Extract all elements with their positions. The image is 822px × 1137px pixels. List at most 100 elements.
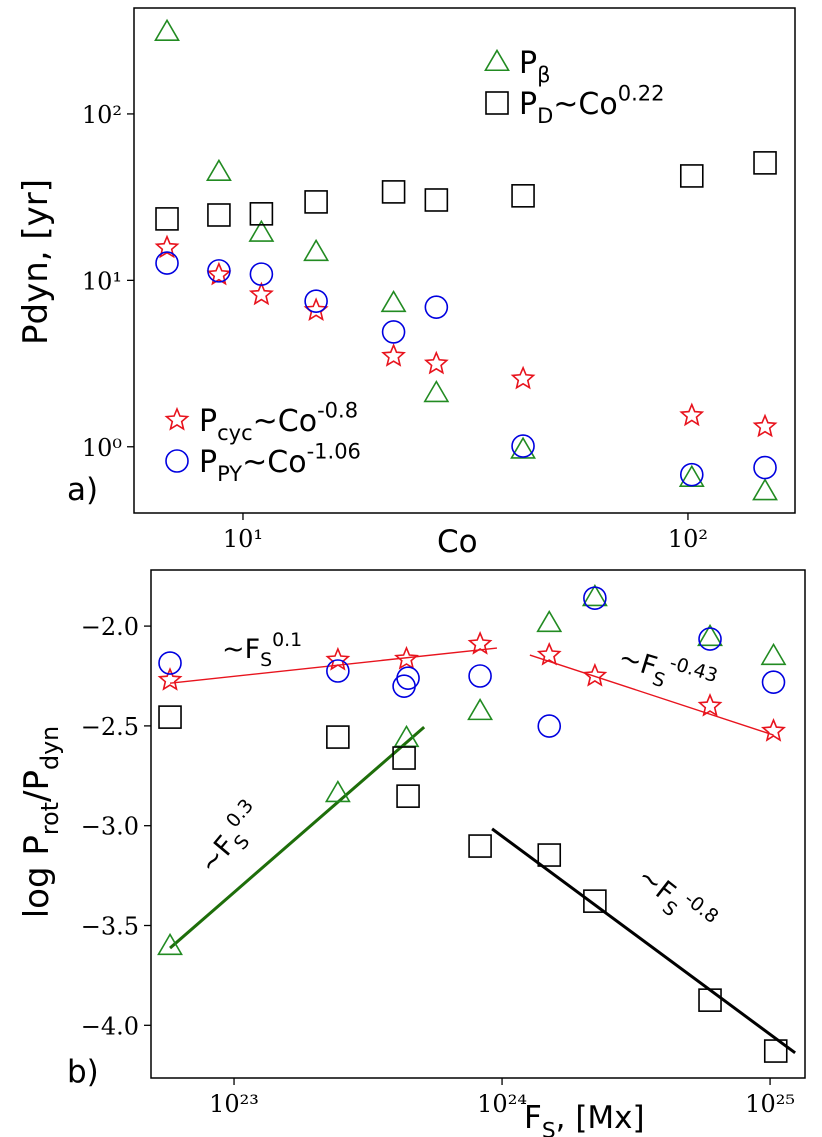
legend-label: Pcyc~Co-0.8 <box>199 399 358 446</box>
x-axis-label-part: , [Mx] <box>556 1100 645 1136</box>
marker-circle <box>468 664 492 688</box>
y-axis-label-part: dyn <box>36 726 64 770</box>
legend-label-part: D <box>537 104 553 128</box>
x-axis-label-part: F <box>524 1100 542 1136</box>
y-axis-label-part: /P <box>17 770 57 802</box>
marker-circle <box>165 449 189 473</box>
marker-triangle <box>484 48 510 72</box>
x-axis-label-part: Co <box>437 524 478 560</box>
marker-triangle <box>303 238 330 262</box>
marker-circle <box>424 295 449 319</box>
legend-label-part: 0.22 <box>618 82 665 106</box>
marker-triangle <box>510 436 536 459</box>
marker-circle <box>679 462 704 487</box>
y-tick-label: 10² <box>82 101 122 129</box>
marker-star <box>679 402 705 427</box>
x-tick-label: 10² <box>668 525 708 553</box>
marker-triangle <box>157 932 183 956</box>
marker-triangle <box>248 219 275 242</box>
marker-square <box>763 1039 788 1063</box>
marker-square <box>304 190 328 214</box>
marker-circle <box>753 455 777 480</box>
legend-label-part: -1.06 <box>307 440 361 464</box>
marker-square <box>207 203 231 227</box>
marker-square <box>392 746 416 770</box>
legend-label: PD~Co0.22 <box>519 82 664 129</box>
y-axis-label-part: log P <box>17 835 57 918</box>
marker-triangle <box>536 609 563 633</box>
marker-star <box>760 718 787 742</box>
marker-star <box>154 234 180 259</box>
marker-triangle <box>423 380 450 403</box>
fit-label: ~FS0.1 <box>222 629 302 671</box>
marker-square <box>326 725 350 749</box>
fit-label-part: -0.8 <box>680 888 723 928</box>
fit-label-part: 0.3 <box>222 795 258 832</box>
x-axis-label: Co <box>437 524 478 560</box>
legend-label-part: -0.8 <box>317 399 358 423</box>
marker-star <box>164 406 190 431</box>
y-tick-label: 10⁰ <box>82 434 122 462</box>
marker-circle <box>207 259 231 283</box>
marker-circle <box>381 320 406 344</box>
fit-line <box>169 647 498 684</box>
x-axis-label: FS, [Mx] <box>524 1100 645 1137</box>
plot-frame <box>150 569 806 1079</box>
y-axis-label-part: rot <box>36 802 64 835</box>
fit-label-part: -0.43 <box>667 652 720 687</box>
marker-circle <box>583 586 607 610</box>
marker-square <box>155 207 179 231</box>
fit-line <box>529 654 774 736</box>
marker-triangle <box>752 478 778 501</box>
marker-circle <box>158 651 182 675</box>
marker-star <box>536 641 562 666</box>
marker-triangle <box>581 584 608 607</box>
legend-label-part: P <box>199 404 217 439</box>
marker-circle <box>396 666 420 690</box>
marker-star <box>206 261 232 286</box>
legend-label-part: ~Co <box>553 87 617 122</box>
y-tick-label: 10¹ <box>82 267 122 295</box>
marker-star <box>394 645 419 670</box>
fit-label-part: ~F <box>222 634 260 665</box>
marker-square <box>381 180 406 204</box>
marker-square <box>679 164 704 188</box>
marker-square <box>396 784 420 808</box>
marker-square <box>424 188 449 212</box>
fit-line <box>169 725 426 950</box>
x-tick-label: 10²⁴ <box>477 1090 527 1118</box>
marker-circle <box>326 659 350 683</box>
plot-frame <box>133 7 796 514</box>
marker-star <box>510 365 536 390</box>
marker-square <box>511 184 535 208</box>
marker-star <box>157 667 183 691</box>
legend-label-part: PY <box>217 462 242 486</box>
legend-label-part: P <box>519 87 537 122</box>
marker-star <box>697 693 723 717</box>
x-axis-label-part: S <box>542 1118 556 1137</box>
marker-square <box>249 202 274 226</box>
marker-triangle <box>467 697 494 721</box>
x-tick-label: 10²³ <box>209 1090 259 1118</box>
marker-triangle <box>697 623 723 647</box>
legend-label-part: cyc <box>217 421 253 445</box>
y-tick-label: −4.0 <box>81 1012 139 1040</box>
marker-triangle <box>760 642 787 666</box>
marker-square <box>158 705 182 729</box>
legend-label: Pβ <box>519 46 551 87</box>
y-axis-label: log Prot/Pdyn <box>17 726 64 919</box>
marker-circle <box>304 289 328 313</box>
panel-label: a) <box>67 472 98 508</box>
marker-circle <box>698 627 722 651</box>
marker-star <box>752 413 778 438</box>
marker-square <box>537 843 562 867</box>
marker-square <box>485 91 509 115</box>
marker-triangle <box>380 289 407 313</box>
y-axis-label-part: Pdyn, [yr] <box>16 179 56 345</box>
marker-triangle <box>154 18 180 41</box>
legend-label-part: P <box>199 445 217 480</box>
marker-star <box>467 631 493 655</box>
marker-circle <box>511 434 535 458</box>
marker-square <box>468 834 492 858</box>
